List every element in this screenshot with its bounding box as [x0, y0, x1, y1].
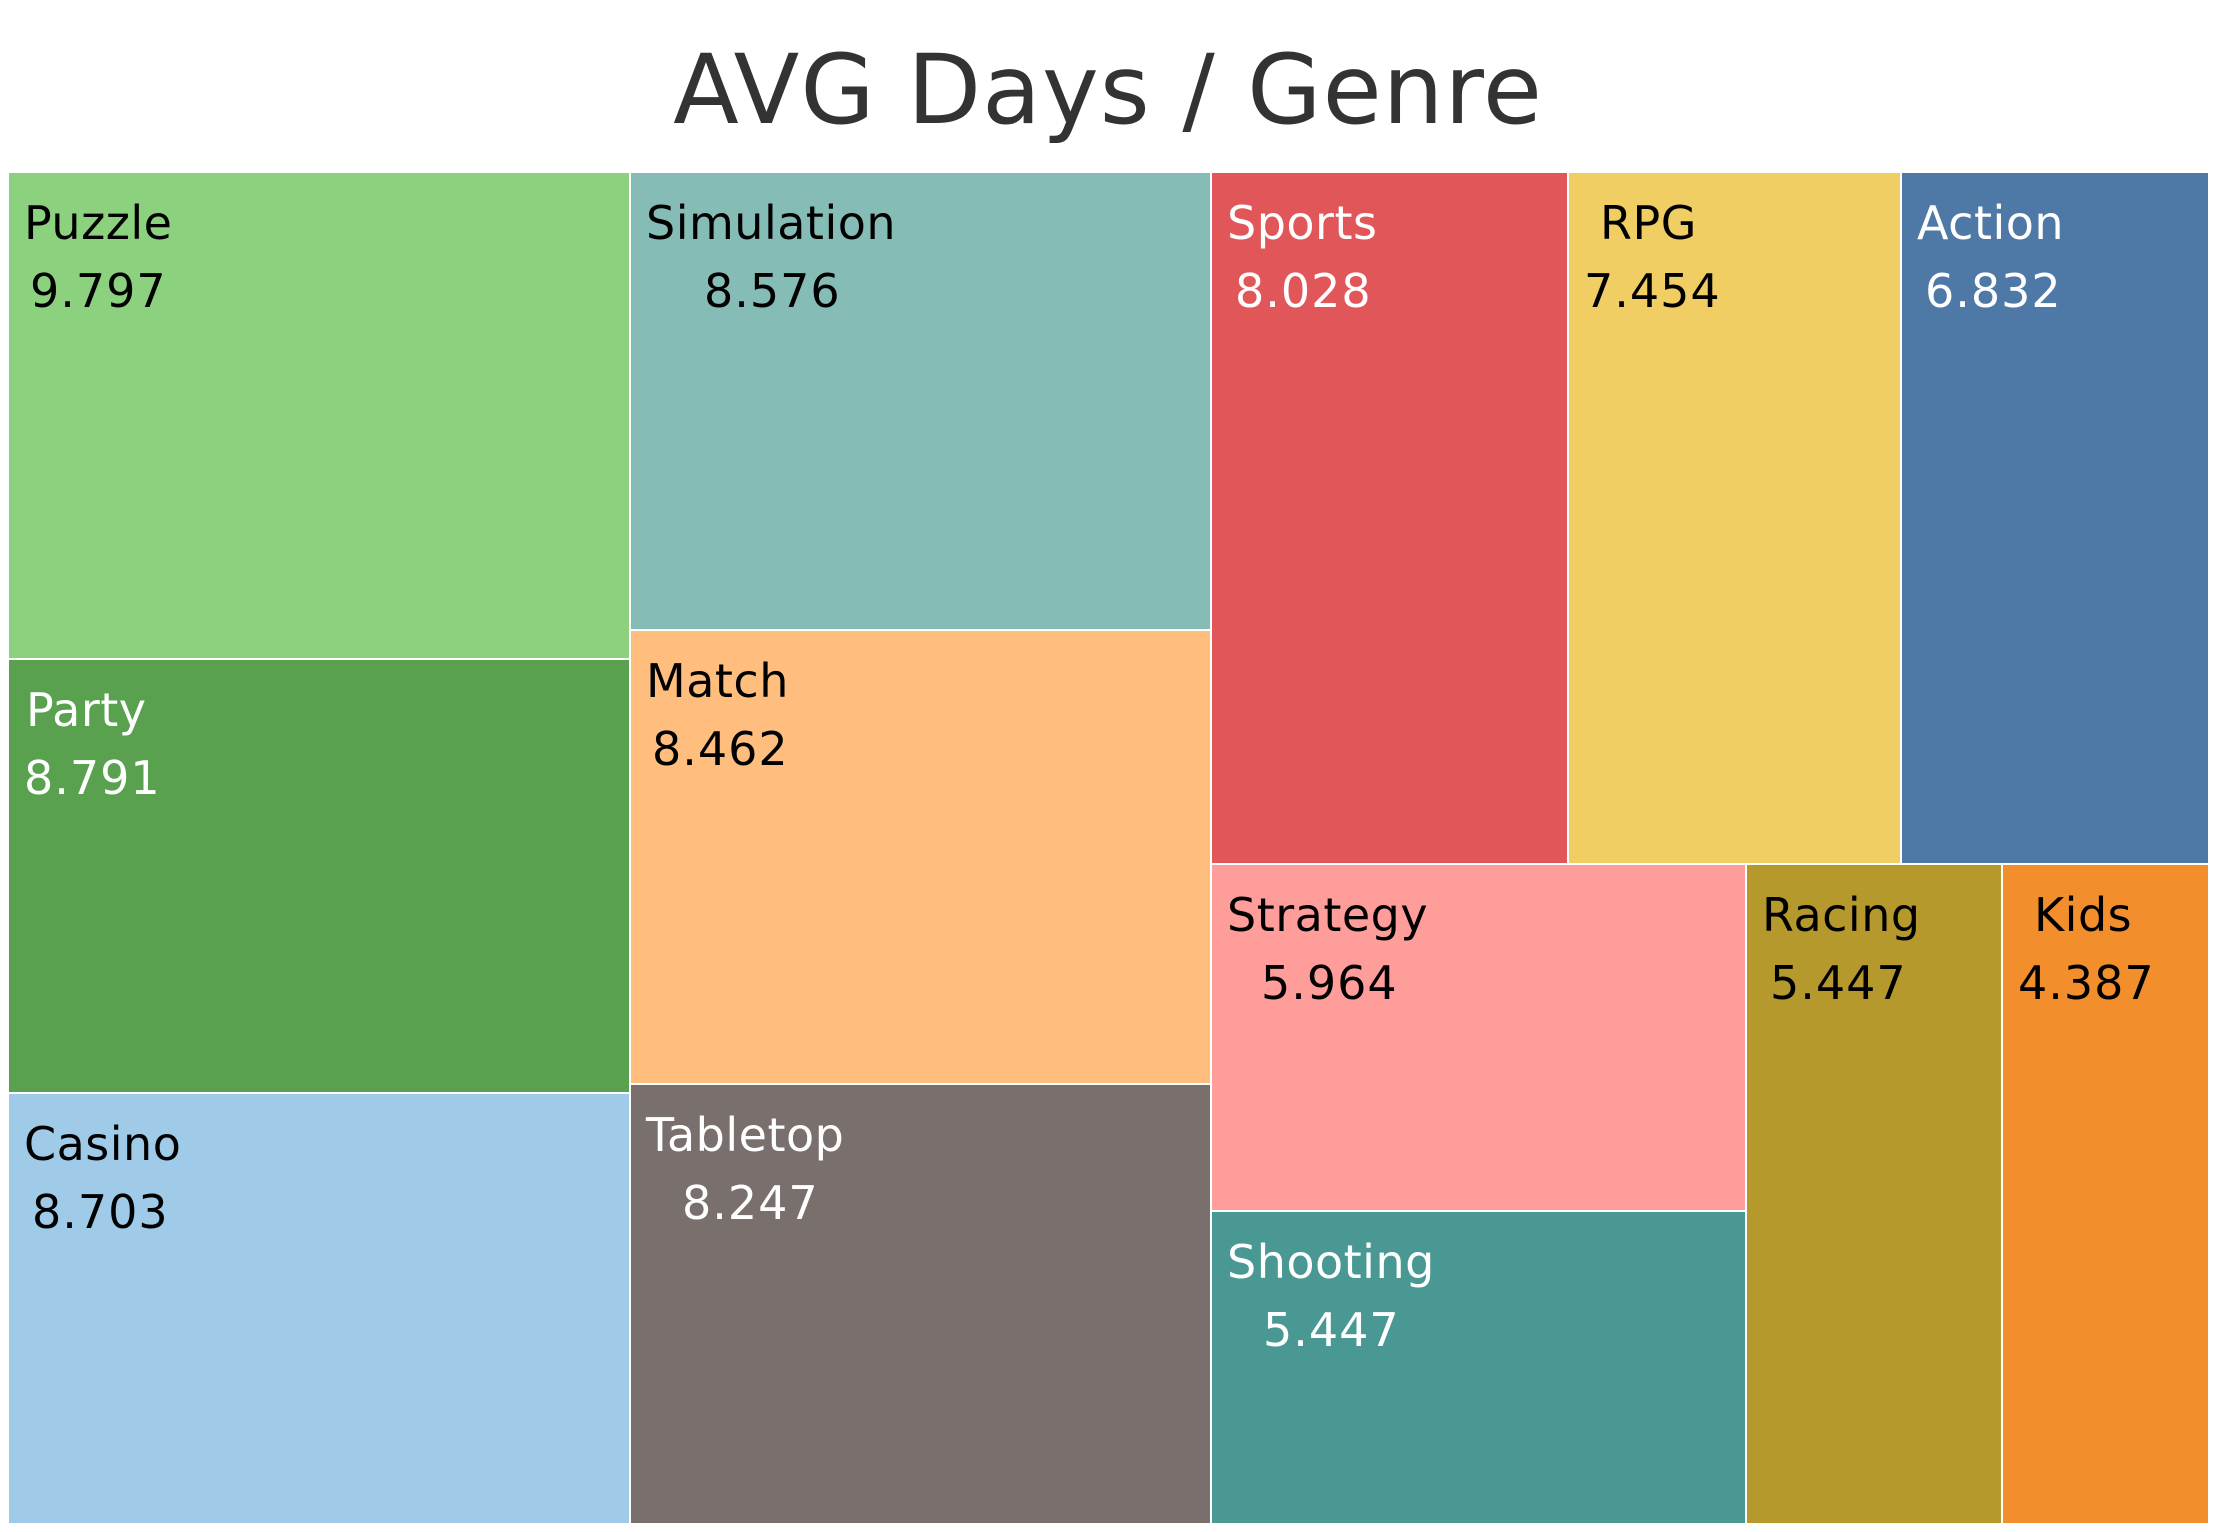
tile-tabletop: Tabletop 8.247	[629, 1083, 1212, 1524]
tile-simulation: Simulation 8.576	[629, 172, 1212, 631]
tile-rect-tabletop	[629, 1083, 1212, 1524]
tile-kids: Kids 4.387	[2001, 863, 2209, 1524]
tile-rect-shooting	[1210, 1210, 1747, 1524]
tile-value-match: 8.462	[652, 722, 789, 776]
tile-value-sports: 8.028	[1235, 264, 1372, 318]
tile-value-party: 8.791	[24, 751, 161, 805]
tile-match: Match 8.462	[629, 629, 1212, 1085]
tile-value-kids: 4.387	[2018, 956, 2155, 1010]
tile-label-racing: Racing	[1762, 888, 1921, 942]
tile-casino: Casino 8.703	[8, 1092, 631, 1524]
tile-rect-kids	[2001, 863, 2209, 1524]
tile-sports: Sports 8.028	[1210, 172, 1569, 865]
tile-label-sports: Sports	[1227, 196, 1377, 250]
tile-value-strategy: 5.964	[1261, 956, 1398, 1010]
tile-label-simulation: Simulation	[646, 196, 896, 250]
tile-rect-racing	[1745, 863, 2003, 1524]
tile-label-puzzle: Puzzle	[24, 196, 172, 250]
tile-rect-simulation	[629, 172, 1212, 631]
tile-puzzle: Puzzle 9.797	[8, 172, 631, 660]
tile-rect-rpg	[1567, 172, 1902, 865]
tile-value-shooting: 5.447	[1263, 1303, 1400, 1357]
tile-label-casino: Casino	[24, 1117, 181, 1171]
tile-racing: Racing 5.447	[1745, 863, 2003, 1524]
tile-rect-sports	[1210, 172, 1569, 865]
tile-party: Party 8.791	[8, 658, 631, 1094]
tile-label-kids: Kids	[2034, 888, 2132, 942]
tile-label-tabletop: Tabletop	[645, 1108, 844, 1162]
tile-label-match: Match	[646, 654, 789, 708]
tile-rpg: RPG 7.454	[1567, 172, 1902, 865]
tile-value-action: 6.832	[1925, 264, 2062, 318]
tile-label-strategy: Strategy	[1227, 888, 1428, 942]
tile-value-puzzle: 9.797	[30, 264, 167, 318]
tile-value-racing: 5.447	[1770, 956, 1907, 1010]
tile-label-party: Party	[26, 683, 147, 737]
tile-value-casino: 8.703	[32, 1185, 169, 1239]
tile-strategy: Strategy 5.964	[1210, 863, 1747, 1212]
tile-rect-action	[1900, 172, 2209, 865]
tile-rect-match	[629, 629, 1212, 1085]
tile-label-action: Action	[1917, 196, 2064, 250]
treemap-chart: Puzzle 9.797 Party 8.791 Casino 8.703 Simulati…	[8, 172, 2209, 1524]
tile-value-rpg: 7.454	[1584, 264, 1721, 318]
tile-shooting: Shooting 5.447	[1210, 1210, 1747, 1524]
chart-title: AVG Days / Genre	[673, 34, 1543, 146]
tile-value-tabletop: 8.247	[682, 1176, 819, 1230]
tile-label-rpg: RPG	[1600, 196, 1697, 250]
tile-rect-puzzle	[8, 172, 631, 660]
tile-rect-party	[8, 658, 631, 1094]
tile-label-shooting: Shooting	[1227, 1235, 1435, 1289]
tile-value-simulation: 8.576	[704, 264, 841, 318]
tile-rect-casino	[8, 1092, 631, 1524]
treemap-svg: Puzzle 9.797 Party 8.791 Casino 8.703 Simulati…	[8, 172, 2209, 1524]
tile-action: Action 6.832	[1900, 172, 2209, 865]
